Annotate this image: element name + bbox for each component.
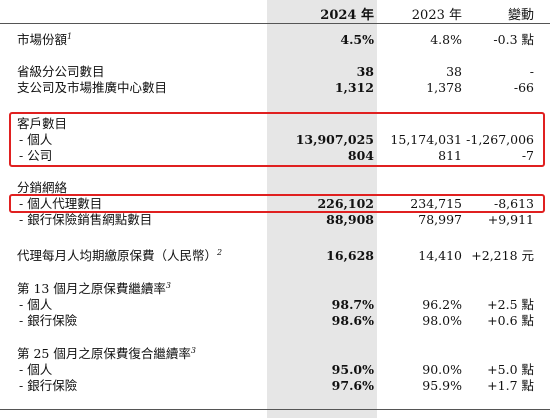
highlight-box-agents: [9, 194, 545, 213]
row-value-2023: 14,410: [418, 248, 462, 263]
row-value-change: -66: [513, 80, 534, 95]
section-label-25-month-persistency: 第 25 個月之原保費復合繼續率3: [17, 345, 196, 361]
row-value-2023: 78,997: [418, 212, 462, 227]
row-value-2024: 38: [356, 64, 374, 79]
row-value-2024: 4.5%: [340, 32, 374, 47]
row-label-25m-individual: - 個人: [19, 362, 53, 377]
row-label-sub-branches: 支公司及市場推廣中心數目: [17, 80, 168, 95]
row-value-change: +0.6 點: [487, 313, 534, 328]
row-label-13m-bancassurance: - 銀行保險: [19, 313, 78, 328]
row-value-2024: 98.6%: [331, 313, 374, 328]
row-value-2023: 4.8%: [430, 32, 462, 47]
row-value-change: -7: [521, 148, 534, 163]
table-bottom-rule: [0, 409, 550, 410]
row-value-change: +5.0 點: [487, 362, 534, 377]
row-label-bancassurance-outlets: - 銀行保險銷售網點數目: [19, 212, 153, 227]
row-value-2023: 95.9%: [422, 378, 462, 393]
row-value-2023: 811: [438, 148, 462, 163]
header-2024: 2024 年: [320, 8, 374, 23]
column-2024-shading: [267, 0, 377, 418]
row-value-2024: 95.0%: [331, 362, 374, 377]
row-value-2024: 804: [347, 148, 374, 163]
section-label-13-month-persistency: 第 13 個月之原保費繼續率3: [17, 280, 171, 296]
row-label-provincial-branches: 省級分公司數目: [17, 64, 105, 79]
row-label-13m-individual: - 個人: [19, 297, 53, 312]
row-label-corporate-customers: - 公司: [19, 148, 53, 163]
row-value-2023: 38: [446, 64, 462, 79]
header-change: 變動: [507, 8, 534, 23]
row-label-agent-monthly-premium: 代理每月人均期繳原保費（人民幣）2: [17, 247, 223, 263]
row-value-2023: 90.0%: [422, 362, 462, 377]
row-value-change: -1,267,006: [466, 132, 534, 147]
row-value-2024: 1,312: [334, 80, 374, 95]
row-label-individual-agents: - 個人代理數目: [19, 196, 103, 211]
row-value-2024: 98.7%: [331, 297, 374, 312]
row-value-2024: 88,908: [326, 212, 374, 227]
row-value-change: -8,613: [493, 196, 534, 211]
row-value-2024: 97.6%: [331, 378, 374, 393]
row-value-change: +9,911: [487, 212, 534, 227]
row-value-change: +1.7 點: [487, 378, 534, 393]
highlight-box-customers: [9, 112, 545, 167]
row-value-2024: 13,907,025: [295, 132, 374, 147]
row-value-2023: 234,715: [410, 196, 462, 211]
row-value-2023: 1,378: [426, 80, 462, 95]
header-2023: 2023 年: [411, 8, 462, 23]
row-value-2023: 15,174,031: [390, 132, 462, 147]
row-label-25m-bancassurance: - 銀行保險: [19, 378, 78, 393]
row-value-2023: 96.2%: [422, 297, 462, 312]
row-label-individual-customers: - 個人: [19, 132, 53, 147]
row-value-2023: 98.0%: [422, 313, 462, 328]
row-value-change: +2.5 點: [487, 297, 534, 312]
row-value-change: -0.3 點: [493, 32, 534, 47]
header-rule: [0, 23, 550, 24]
section-label-distribution: 分銷網絡: [17, 180, 68, 195]
row-value-change: -: [529, 64, 534, 79]
row-value-change: +2,218 元: [471, 248, 534, 263]
section-label-customers: 客戶數目: [17, 116, 68, 131]
row-value-2024: 16,628: [326, 248, 374, 263]
row-label-market-share: 市場份額1: [17, 31, 73, 47]
row-value-2024: 226,102: [317, 196, 374, 211]
